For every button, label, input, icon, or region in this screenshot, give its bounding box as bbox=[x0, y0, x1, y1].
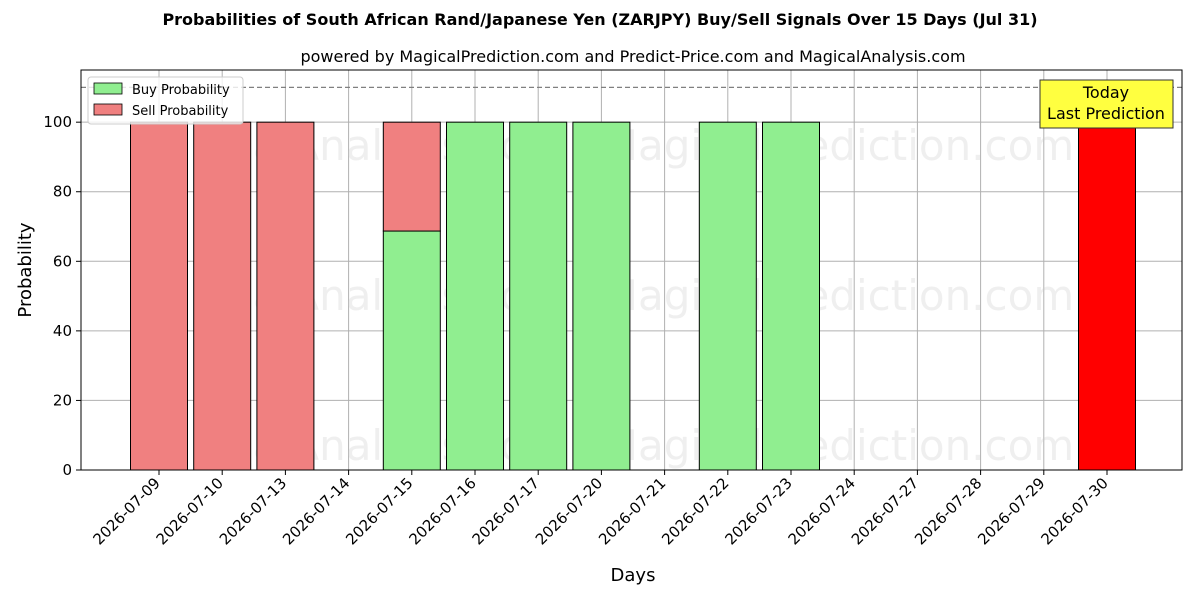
watermark-text: MagicalPrediction.com bbox=[602, 271, 1075, 320]
x-tick-label: 2026-07-30 bbox=[1037, 474, 1111, 548]
x-tick-label: 2026-07-13 bbox=[216, 474, 290, 548]
buy-bar bbox=[382, 230, 441, 471]
x-tick-label: 2026-07-16 bbox=[405, 474, 479, 548]
sell-bar bbox=[256, 121, 315, 471]
sell-bar bbox=[382, 121, 441, 232]
x-tick-label: 2026-07-22 bbox=[658, 474, 732, 548]
watermark-text: MagicalPrediction.com bbox=[602, 421, 1075, 470]
sell-bar bbox=[130, 121, 188, 471]
chart-title: Probabilities of South African Rand/Japa… bbox=[162, 10, 1037, 29]
x-tick-label: 2026-07-24 bbox=[785, 474, 859, 548]
y-tick-label: 0 bbox=[62, 461, 72, 479]
y-tick-label: 20 bbox=[53, 391, 72, 409]
x-tick-label: 2026-07-27 bbox=[848, 474, 922, 548]
bars bbox=[130, 121, 1136, 471]
buy-bar bbox=[509, 121, 568, 471]
x-tick-label: 2026-07-21 bbox=[595, 474, 669, 548]
legend-swatch-sell bbox=[93, 103, 123, 116]
watermark-text: MagicalPrediction.com bbox=[602, 121, 1075, 170]
x-tick-label: 2026-07-10 bbox=[153, 474, 227, 548]
y-tick-label: 80 bbox=[53, 183, 72, 201]
buy-bar bbox=[762, 121, 820, 471]
y-tick-label: 100 bbox=[43, 113, 72, 131]
legend: Buy Probability Sell Probability bbox=[87, 76, 244, 125]
x-tick-label: 2026-07-14 bbox=[279, 474, 353, 548]
x-tick-label: 2026-07-15 bbox=[342, 474, 416, 548]
legend-box bbox=[87, 76, 244, 125]
x-tick-label: 2026-07-29 bbox=[974, 474, 1048, 548]
last-prediction-label: Last Prediction bbox=[1047, 104, 1165, 123]
today-label: Today bbox=[1082, 83, 1129, 102]
x-tick-label: 2026-07-20 bbox=[532, 474, 606, 548]
sell-bar bbox=[193, 121, 252, 471]
y-axis-label: Probability bbox=[15, 222, 36, 317]
plot-frame bbox=[80, 69, 1183, 471]
legend-swatch-buy bbox=[93, 82, 123, 95]
chart-subtitle: powered by MagicalPrediction.com and Pre… bbox=[300, 47, 965, 66]
buy-bar bbox=[572, 121, 631, 471]
x-axis-label: Days bbox=[611, 565, 656, 586]
today-bar bbox=[1078, 121, 1136, 471]
buy-bar bbox=[446, 121, 504, 471]
today-annotation: Today Last Prediction bbox=[1039, 79, 1174, 129]
y-tick-label: 60 bbox=[53, 252, 72, 270]
today-annotation-box bbox=[1039, 79, 1174, 129]
buy-bar bbox=[698, 121, 757, 471]
x-tick-label: 2026-07-09 bbox=[89, 474, 163, 548]
y-tick-label: 40 bbox=[53, 322, 72, 340]
x-tick-label: 2026-07-28 bbox=[911, 474, 985, 548]
x-tick-label: 2026-07-23 bbox=[721, 474, 795, 548]
legend-label-buy: Buy Probability bbox=[132, 83, 230, 98]
legend-label-sell: Sell Probability bbox=[132, 104, 229, 119]
x-tick-label: 2026-07-17 bbox=[469, 474, 543, 548]
